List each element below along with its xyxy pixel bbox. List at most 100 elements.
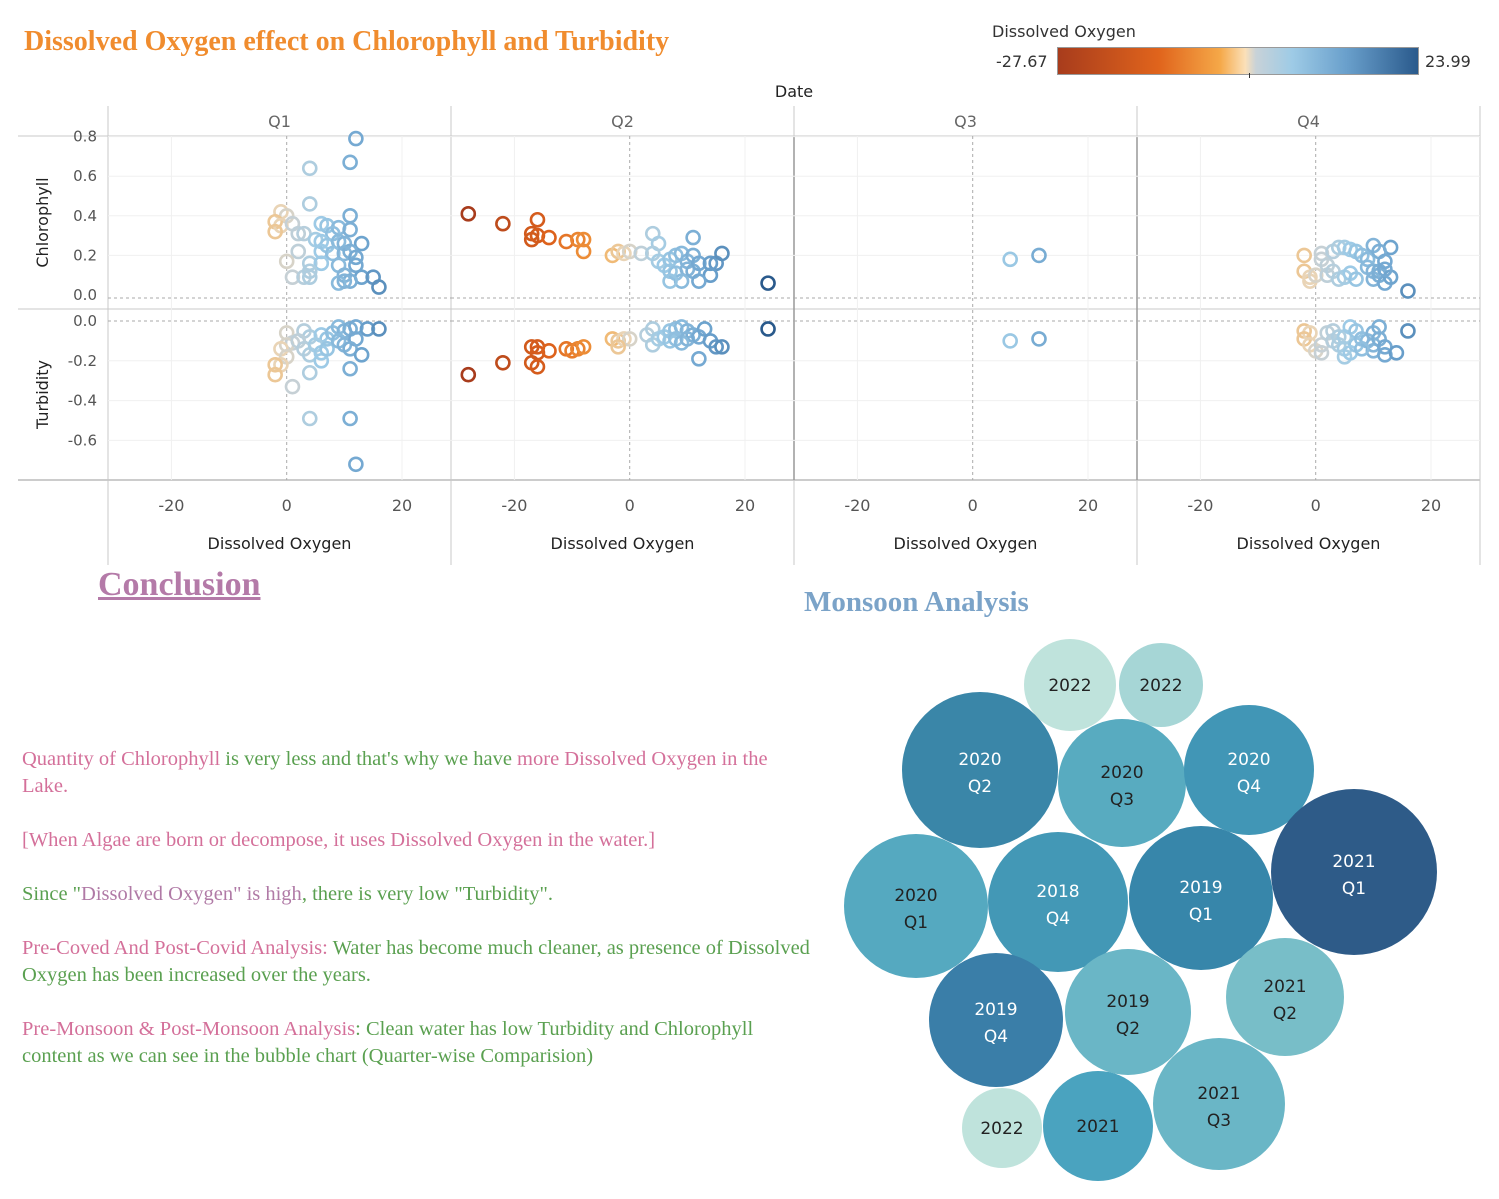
x-tick-label: 0 [625, 496, 635, 515]
chlorophyll-point [371, 279, 387, 295]
bubble-year-label: 2020 [958, 750, 1001, 770]
chlorophyll-point [278, 253, 295, 270]
x-tick-label: 0 [968, 496, 978, 515]
column-label-q3: Q3 [954, 112, 977, 131]
conclusion-text-segment: [When Algae are born or decompose, it us… [22, 829, 656, 851]
chlorophyll-point [523, 231, 540, 248]
turbidity-point [342, 341, 358, 357]
chlorophyll-point [495, 215, 511, 232]
chlorophyll-point [673, 273, 690, 289]
turbidity-point [284, 378, 301, 395]
x-tick-label: -20 [1187, 496, 1213, 515]
bubble [962, 1088, 1042, 1168]
chlorophyll-point [353, 235, 370, 252]
bubble-year-label: 2022 [980, 1119, 1023, 1139]
turbidity-point [301, 364, 318, 381]
bubble-year-label: 2019 [974, 1000, 1017, 1020]
x-tick-label: 20 [1421, 496, 1441, 515]
chlorophyll-point [529, 211, 546, 228]
chlorophyll-point [714, 245, 730, 262]
chlorophyll-point [342, 154, 358, 171]
turbidity-point [301, 410, 318, 427]
bubble-year-label: 2021 [1076, 1117, 1119, 1137]
conclusion-text-segment: , there is very low "Turbidity". [301, 883, 553, 905]
bubble-quarter-label: Q2 [1116, 1019, 1140, 1039]
chlorophyll-point [348, 130, 364, 147]
conclusion-text-segment: Pre-Coved And Post-Covid Analysis: [22, 937, 328, 959]
scatter-chart[interactable]: Date Chlorophyll Turbidity 0.0 0.2 0.4 0.6 0.8 0… [0, 80, 1499, 570]
chlorophyll-point [348, 257, 364, 274]
conclusion-text-segment: Since " [22, 883, 82, 905]
y-tick-label: 0.4 [73, 207, 97, 225]
conclusion-text-segment: Quantity of Chlorophyll [22, 748, 221, 770]
turbidity-point [1031, 331, 1047, 347]
turbidity-point [1002, 333, 1018, 349]
turbidity-point [371, 321, 387, 337]
bubble [844, 834, 988, 978]
column-header: Date [775, 82, 813, 101]
turbidity-point [1377, 339, 1393, 355]
chlorophyll-point [301, 196, 318, 212]
conclusion-paragraph: [When Algae are born or decompose, it us… [22, 827, 812, 854]
chlorophyll-point [691, 273, 707, 289]
chlorophyll-point [1359, 251, 1376, 268]
chlorophyll-point [290, 243, 307, 260]
chlorophyll-point [325, 245, 341, 262]
bubble [1043, 1071, 1153, 1181]
bubble [1058, 719, 1186, 847]
turbidity-point [541, 343, 557, 359]
turbidity-point [1400, 323, 1416, 339]
conclusion-paragraph: Pre-Coved And Post-Covid Analysis: Water… [22, 935, 812, 989]
bubble-year-label: 2021 [1332, 852, 1375, 872]
conclusion-text-segment: is very less and that's why we have [220, 748, 518, 770]
turbidity-point [359, 321, 376, 337]
x-tick-label: 20 [1078, 496, 1098, 515]
conclusion-paragraph: Quantity of Chlorophyll is very less and… [22, 746, 812, 800]
turbidity-point [714, 339, 730, 355]
x-tick-label: -20 [844, 496, 870, 515]
bubble-chart[interactable]: 2022 2022 2020 Q2 2020 Q3 2020 Q4 2021 Q1 2020 Q1 20… [830, 630, 1470, 1190]
conclusion-text-segment: : Clean water has low Turbidity and Chlo… [22, 1018, 754, 1067]
bubble [1065, 949, 1191, 1075]
chlorophyll-point [301, 160, 318, 177]
conclusion-paragraph: Pre-Monsoon & Post-Monsoon Analysis: Cle… [22, 1016, 812, 1070]
bubble-year-label: 2020 [1100, 763, 1143, 783]
dashboard-title: Dissolved Oxygen effect on Chlorophyll a… [24, 26, 670, 57]
turbidity-point [708, 339, 724, 355]
chlorophyll-point [633, 245, 650, 262]
turbidity-point [495, 354, 511, 371]
column-label-q2: Q2 [611, 112, 634, 131]
chlorophyll-point [570, 231, 586, 248]
bubble [1184, 705, 1314, 835]
color-legend-gradient[interactable] [1057, 47, 1419, 75]
bubble-quarter-label: Q1 [1342, 879, 1366, 899]
turbidity-point [353, 347, 370, 363]
chlorophyll-point [1348, 271, 1364, 287]
x-tick-label: 0 [282, 496, 292, 515]
chlorophyll-point [662, 273, 678, 289]
bubble-year-label: 2020 [894, 886, 937, 906]
turbidity-point [575, 339, 592, 355]
chlorophyll-point [1400, 283, 1416, 299]
chlorophyll-point [342, 221, 358, 238]
y-tick-label: 0.8 [73, 128, 97, 146]
column-label-q1: Q1 [268, 112, 291, 131]
bubble-quarter-label: Q2 [968, 777, 992, 797]
x-tick-label: 0 [1311, 496, 1321, 515]
turbidity-point [267, 356, 283, 373]
turbidity-point [1330, 329, 1347, 345]
turbidity-point [529, 358, 546, 375]
x-tick-label: 20 [392, 496, 412, 515]
chlorophyll-point [1031, 247, 1047, 264]
color-legend-max: 23.99 [1425, 52, 1471, 71]
color-legend-title: Dissolved Oxygen [992, 22, 1136, 41]
turbidity-point [342, 410, 358, 427]
bubble-year-label: 2020 [1227, 750, 1270, 770]
conclusion-title: Conclusion [98, 566, 261, 603]
chlorophyll-point [301, 269, 318, 285]
conclusion-text: Quantity of Chlorophyll is very less and… [22, 746, 812, 1097]
turbidity-point [348, 456, 364, 473]
turbidity-point [460, 366, 477, 383]
bubble-quarter-label: Q4 [1046, 909, 1070, 929]
chlorophyll-point [284, 269, 301, 285]
